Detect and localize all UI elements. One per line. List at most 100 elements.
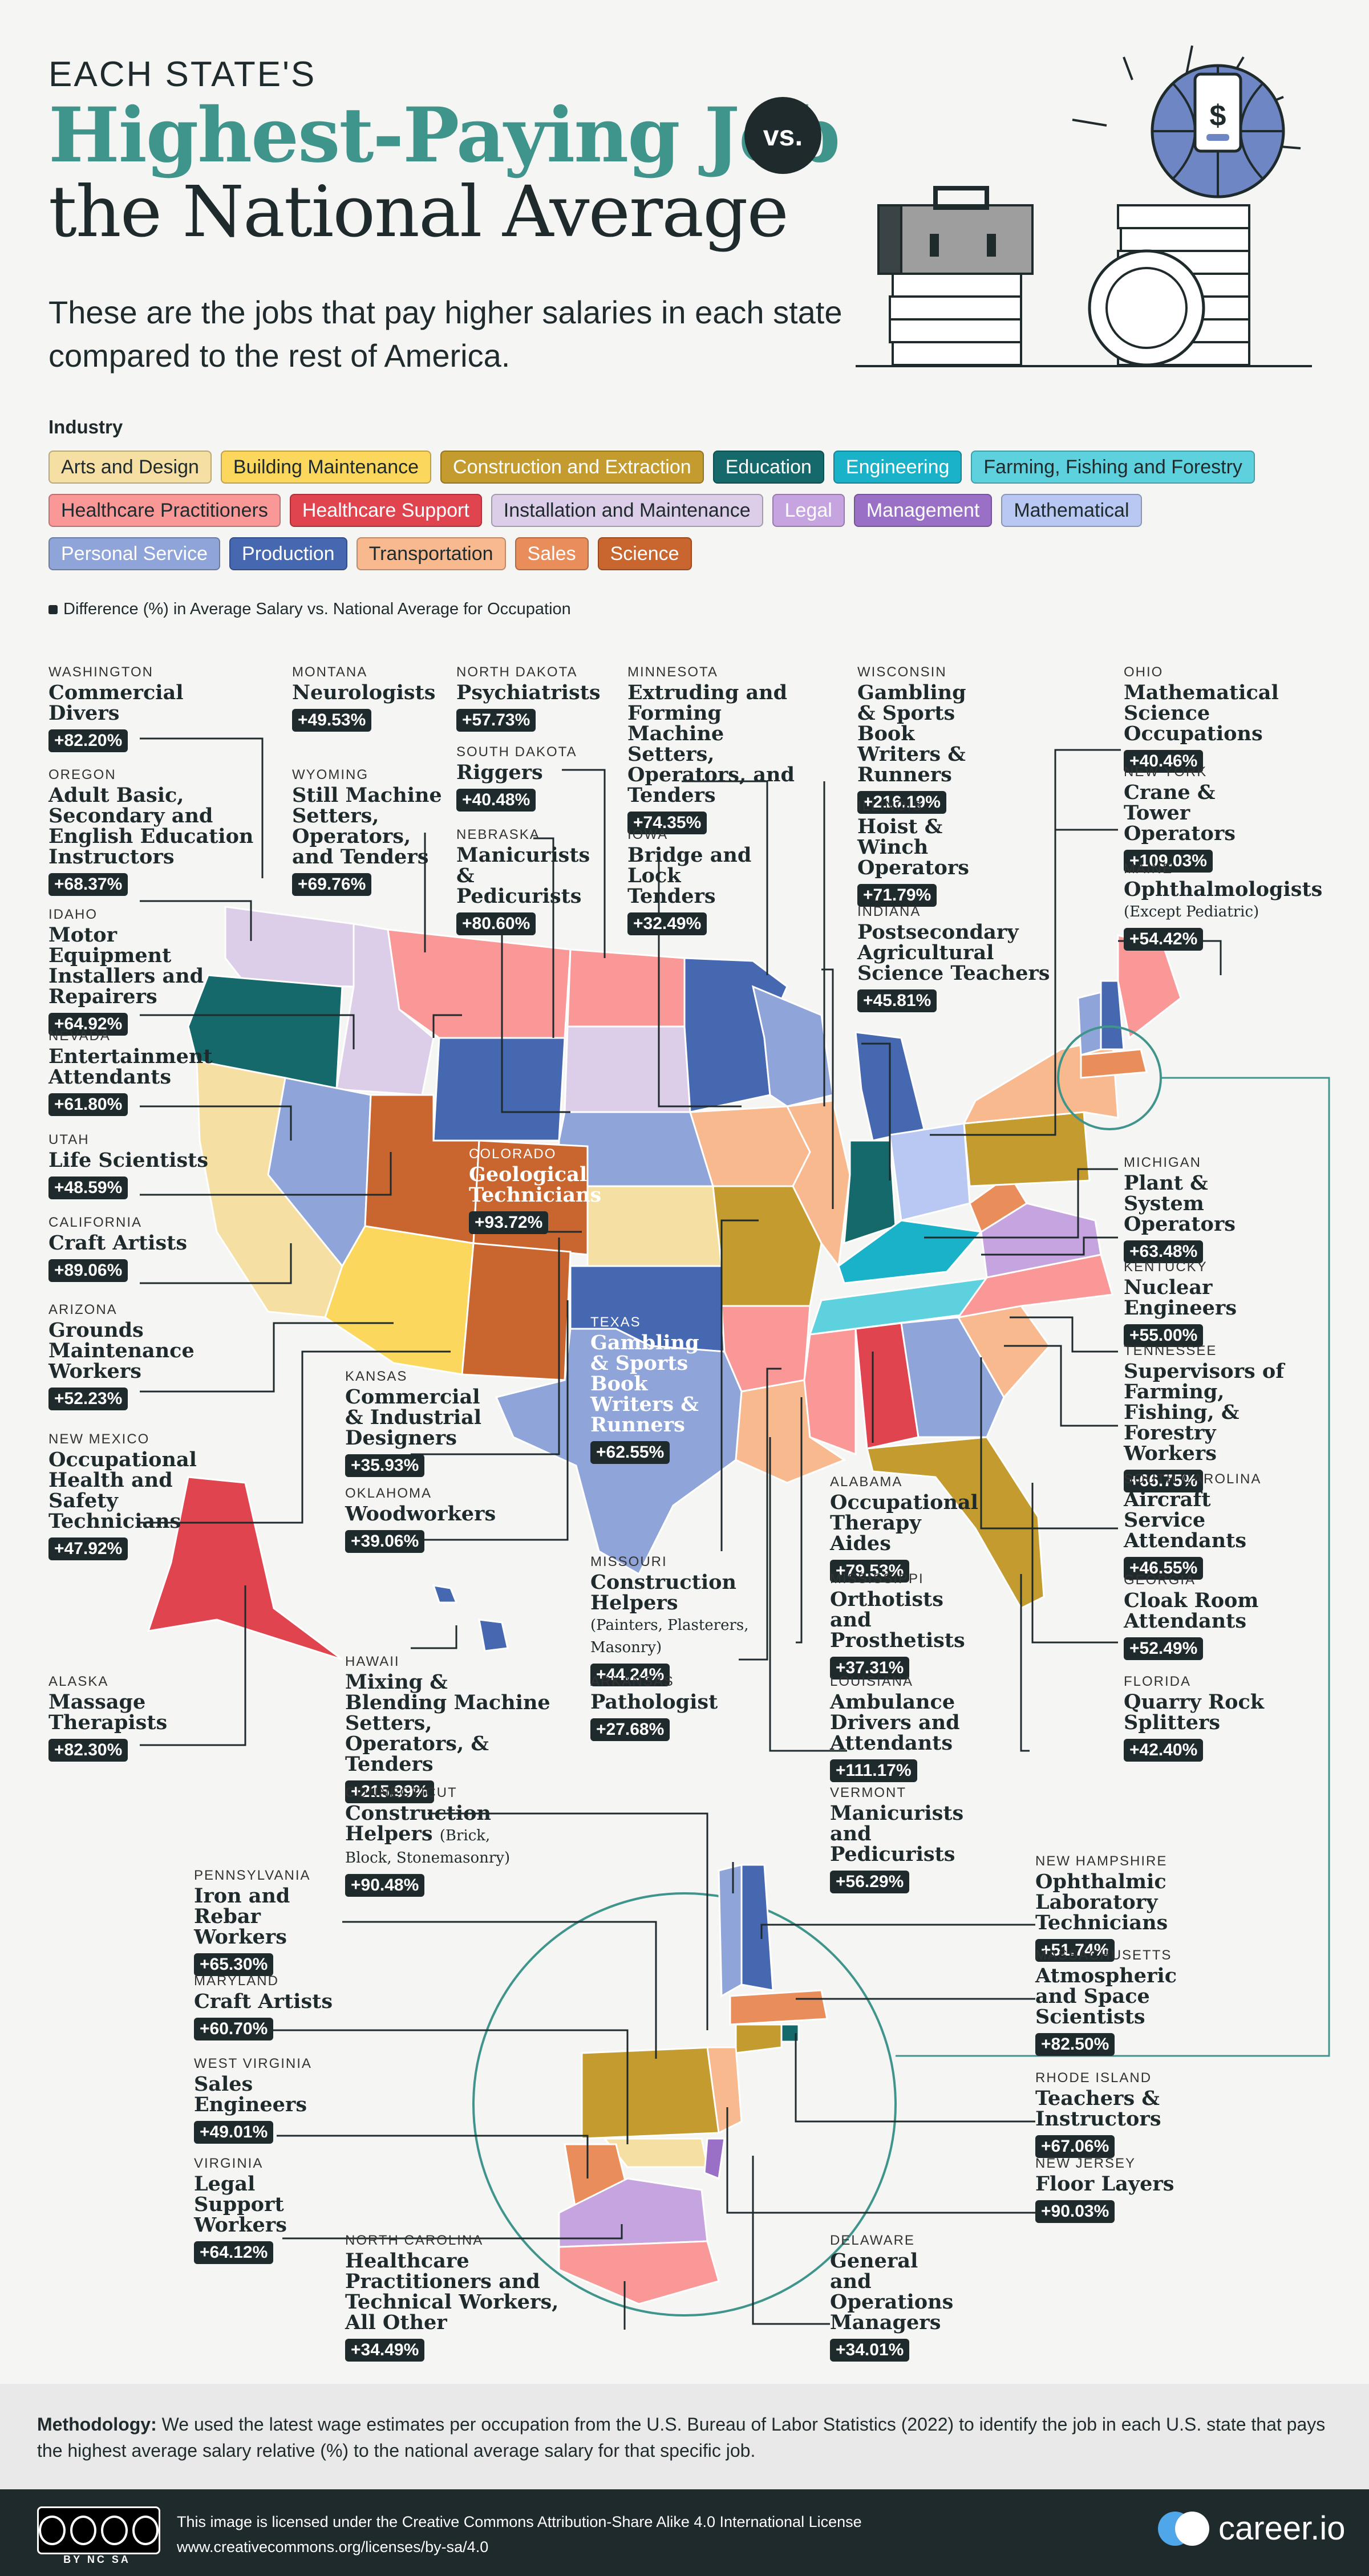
job-title: Adult Basic, Secondary and English Educa… bbox=[48, 784, 254, 869]
state-name: ARKANSAS bbox=[590, 1674, 674, 1689]
state-north-dakota bbox=[566, 948, 686, 1028]
label-idaho: IDAHO Motor Equipment Installers and Repa… bbox=[48, 907, 237, 1036]
state-name: NORTH CAROLINA bbox=[345, 2233, 484, 2248]
job-title: Manicurists & Pedicurists bbox=[456, 843, 590, 908]
legend-chip: Legal bbox=[772, 494, 845, 527]
job-title: Manicurists and Pedicurists bbox=[830, 1802, 964, 1866]
job-title: Supervisors of Farming, Fishing, & Fores… bbox=[1124, 1360, 1285, 1465]
job-title: Ophthalmologists (Except Pediatric) bbox=[1124, 879, 1322, 922]
state-name: NEW YORK bbox=[1124, 764, 1208, 780]
salary-difference-badge: +68.37% bbox=[48, 873, 128, 896]
state-hawaii bbox=[432, 1584, 458, 1604]
label-oklahoma: OKLAHOMA Woodworkers +39.06% bbox=[345, 1486, 505, 1553]
state-name: MINNESOTA bbox=[627, 664, 718, 680]
salary-difference-badge: +56.29% bbox=[830, 1871, 910, 1893]
job-text: Construction Helpers bbox=[345, 1802, 491, 1845]
state-name: KANSAS bbox=[345, 1369, 408, 1384]
job-title: Entertainment Attendants bbox=[48, 1045, 213, 1089]
salary-difference-badge: +34.49% bbox=[345, 2339, 425, 2362]
job-title: Massage Therapists bbox=[48, 1690, 168, 1734]
job-title: Gambling & Sports Book Writers & Runners bbox=[857, 681, 966, 786]
label-mississippi: MISSISSIPPI Orthotists and Prosthetists +3… bbox=[830, 1571, 990, 1680]
label-north-dakota: NORTH DAKOTA Psychiatrists +57.73% bbox=[456, 664, 605, 732]
job-title: Bridge and Lock Tenders bbox=[627, 843, 752, 908]
salary-difference-badge: +39.06% bbox=[345, 1530, 425, 1553]
state-name: ALASKA bbox=[48, 1674, 109, 1689]
state-name: OKLAHOMA bbox=[345, 1486, 432, 1501]
career-io-logo-icon bbox=[1158, 2510, 1209, 2547]
state-name: IOWA bbox=[627, 827, 669, 842]
label-kentucky: KENTUCKY Nuclear Engineers +55.00% bbox=[1124, 1259, 1312, 1347]
footer bbox=[0, 2489, 1369, 2576]
state-name: KENTUCKY bbox=[1124, 1259, 1208, 1275]
state-name: PENNSYLVANIA bbox=[194, 1868, 311, 1883]
methodology-body: We used the latest wage estimates per oc… bbox=[37, 2414, 1326, 2461]
note-square-icon bbox=[48, 605, 58, 614]
job-title: Plant & System Operators bbox=[1124, 1171, 1236, 1236]
state-name: LOUISIANA bbox=[830, 1674, 914, 1689]
state-name: NEVADA bbox=[48, 1028, 111, 1044]
state-name: NEW HAMPSHIRE bbox=[1035, 1853, 1168, 1869]
job-title: General and Operations Managers bbox=[830, 2249, 954, 2334]
job-title: Ophthalmic Laboratory Technicians bbox=[1035, 1870, 1168, 1934]
label-maine: MAINE Ophthalmologists (Except Pediatric) +… bbox=[1124, 861, 1322, 951]
state-name: VERMONT bbox=[830, 1785, 906, 1800]
license-link[interactable]: www.creativecommons.org/licenses/by-sa/4… bbox=[177, 2538, 489, 2555]
state-name: ILLINOIS bbox=[857, 798, 923, 814]
state-name: CONNECTICUT bbox=[345, 1785, 457, 1800]
salary-difference-badge: +61.80% bbox=[48, 1093, 128, 1116]
job-title: Grounds Maintenance Workers bbox=[48, 1319, 195, 1383]
salary-difference-badge: +74.35% bbox=[627, 812, 707, 834]
label-colorado: COLORADO Geological Technicians +93.72% bbox=[469, 1146, 602, 1234]
inset-massachusetts bbox=[729, 1989, 828, 2026]
state-name: ALABAMA bbox=[830, 1474, 903, 1490]
job-title: Commercial & Industrial Designers bbox=[345, 1385, 482, 1450]
label-nebraska: NEBRASKA Manicurists & Pedicurists +80.60% bbox=[456, 827, 599, 935]
state-kansas bbox=[586, 1185, 723, 1267]
label-indiana: INDIANA Postsecondary Agricultural Scienc… bbox=[857, 904, 1051, 1012]
inset-new-jersey bbox=[706, 2046, 743, 2135]
salary-difference-badge: +216.19% bbox=[857, 791, 946, 814]
label-michigan: MICHIGAN Plant & System Operators +63.48% bbox=[1124, 1155, 1283, 1263]
job-title: Occupational Therapy Aides bbox=[830, 1491, 978, 1555]
label-virginia: VIRGINIA Legal Support Workers +64.12% bbox=[194, 2156, 337, 2264]
legend-title: Industry bbox=[48, 416, 123, 437]
job-title: Motor Equipment Installers and Repairers bbox=[48, 923, 204, 1008]
state-name: MICHIGAN bbox=[1124, 1155, 1201, 1170]
job-title: Construction Helpers (Brick, Block, Ston… bbox=[345, 1803, 516, 1868]
state-shapes bbox=[147, 906, 1182, 1661]
salary-difference-badge: +215.99% bbox=[345, 1780, 434, 1803]
job-title: Quarry Rock Splitters bbox=[1124, 1690, 1265, 1734]
state-name: DELAWARE bbox=[830, 2233, 915, 2248]
state-south-dakota bbox=[564, 1025, 691, 1113]
salary-difference-badge: +55.00% bbox=[1124, 1324, 1204, 1347]
salary-difference-badge: +80.60% bbox=[456, 912, 536, 935]
state-montana bbox=[387, 928, 572, 1039]
brand: career.io bbox=[1158, 2509, 1345, 2547]
label-maryland: MARYLAND Craft Artists +60.70% bbox=[194, 1973, 342, 2040]
salary-difference-badge: +64.92% bbox=[48, 1013, 128, 1036]
job-title: Geological Technicians bbox=[469, 1163, 602, 1207]
state-name: MONTANA bbox=[292, 664, 368, 680]
legend-chip: Farming, Fishing and Forestry bbox=[971, 451, 1255, 484]
inset-north-carolina bbox=[558, 2240, 720, 2305]
label-south-dakota: SOUTH DAKOTA Riggers +40.48% bbox=[456, 744, 605, 812]
job-title: Gambling & Sports Book Writers & Runners bbox=[590, 1331, 699, 1437]
label-new-york: NEW YORK Crane & Tower Operators +109.03% bbox=[1124, 764, 1278, 873]
salary-difference-badge: +64.12% bbox=[194, 2241, 274, 2264]
salary-difference-badge: +79.53% bbox=[830, 1560, 910, 1583]
inset-new-hampshire bbox=[740, 1864, 774, 1991]
state-mississippi bbox=[803, 1328, 857, 1456]
methodology-band bbox=[0, 2384, 1369, 2489]
state-wyoming bbox=[432, 1037, 566, 1142]
salary-difference-badge: +48.59% bbox=[48, 1177, 128, 1199]
state-name: NEW MEXICO bbox=[48, 1431, 150, 1447]
job-title: Cloak Room Attendants bbox=[1124, 1589, 1259, 1633]
label-california: CALIFORNIA Craft Artists +89.06% bbox=[48, 1215, 237, 1282]
legend-chip: Construction and Extraction bbox=[440, 451, 704, 484]
sa-icon bbox=[132, 2516, 159, 2545]
job-detail: (Except Pediatric) bbox=[1124, 903, 1259, 920]
salary-difference-badge: +52.49% bbox=[1124, 1637, 1204, 1660]
cc-icon bbox=[39, 2516, 66, 2545]
job-text: Construction Helpers bbox=[590, 1571, 736, 1614]
